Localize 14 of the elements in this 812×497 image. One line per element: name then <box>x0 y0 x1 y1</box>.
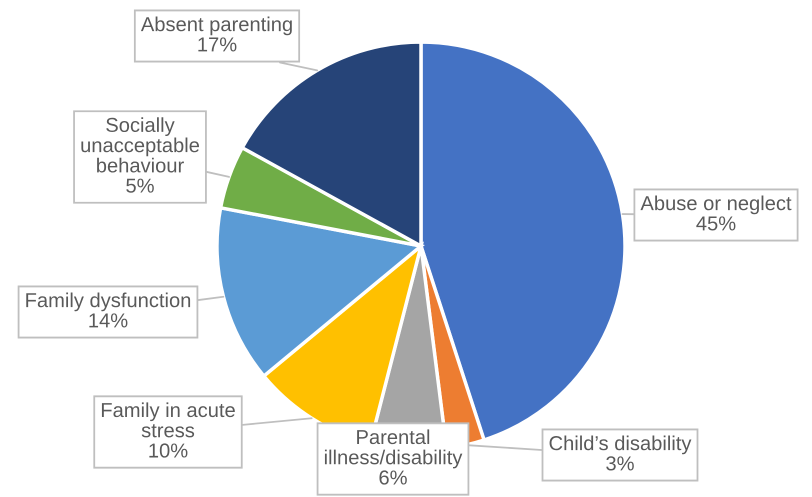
data-label: 14% <box>89 313 128 328</box>
slice-label: Family dysfunction <box>26 292 190 312</box>
data-label: 10% <box>149 443 188 458</box>
slice-label: Child’s disability <box>550 435 692 454</box>
slice-label: Parental illness/disability <box>324 429 462 468</box>
data-label: 45% <box>696 216 736 231</box>
slice-label: Socially unacceptable behaviour <box>81 117 200 173</box>
slice-label: Abuse or neglect <box>640 195 792 214</box>
slice-label: Absent parenting <box>140 16 292 36</box>
data-label: 5% <box>126 178 154 193</box>
data-label: 17% <box>198 37 236 52</box>
data-label: 3% <box>606 456 634 471</box>
data-label: 6% <box>379 470 407 485</box>
slice-label: Family in acute stress <box>102 402 235 438</box>
